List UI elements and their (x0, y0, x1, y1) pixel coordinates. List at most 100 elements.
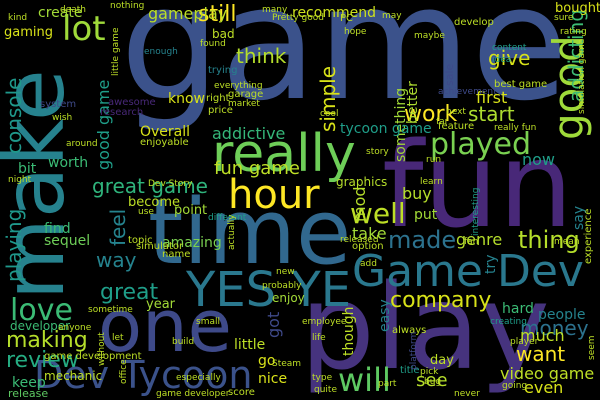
cloud-word: far (436, 117, 449, 127)
cloud-word: night (8, 175, 32, 185)
cloud-word: platform (409, 331, 419, 370)
cloud-word: awesome (108, 97, 156, 108)
cloud-word: develop (454, 17, 494, 28)
cloud-word: see (416, 370, 448, 391)
cloud-word: give (488, 46, 531, 70)
cloud-word: Dev Tycoon (34, 353, 253, 397)
cloud-word: idea (492, 55, 512, 65)
cloud-word: nice (258, 371, 288, 387)
cloud-word: office (119, 359, 129, 384)
cloud-word: playing (2, 208, 26, 282)
cloud-word: gameplay (148, 4, 228, 23)
cloud-word: Steam (272, 359, 302, 369)
cloud-word: genre (456, 230, 503, 249)
cloud-word: fun (382, 116, 574, 254)
cloud-word: mechanic (44, 369, 103, 383)
cloud-word: better (405, 81, 421, 124)
cloud-word: put (414, 207, 438, 223)
cloud-word: sale (443, 63, 456, 86)
cloud-word: run (426, 155, 442, 165)
cloud-word: employee (302, 317, 347, 327)
cloud-word: money (520, 316, 589, 340)
cloud-word: feel (106, 208, 130, 246)
cloud-word: time (148, 180, 352, 285)
cloud-word: fun game (214, 158, 300, 179)
cloud-word: think (236, 44, 287, 68)
cloud-word: point (174, 203, 208, 218)
cloud-word: company (390, 288, 492, 313)
cloud-word: life (312, 333, 326, 343)
cloud-word: mod (350, 186, 369, 222)
cloud-word: different (208, 213, 247, 223)
cloud-word: option (352, 241, 384, 252)
cloud-word: garage (228, 89, 264, 100)
cloud-word: achievement (438, 87, 497, 97)
cloud-word: thing (518, 226, 580, 254)
cloud-word: build (172, 337, 195, 347)
cloud-word: hour (228, 172, 320, 218)
cloud-word: developer (10, 319, 71, 333)
cloud-word: people (538, 307, 586, 323)
cloud-word: found (200, 39, 226, 49)
cloud-word: game developer (156, 389, 230, 399)
cloud-word: title (400, 365, 420, 376)
cloud-word: released (340, 235, 379, 245)
cloud-word: seem (587, 335, 597, 360)
cloud-word: review (6, 348, 79, 373)
cloud-word: death (60, 5, 86, 15)
cloud-word: system (40, 99, 77, 110)
cloud-word: next (446, 107, 466, 117)
cloud-word: player (510, 337, 539, 347)
cloud-word: go (258, 353, 276, 369)
cloud-word: lot (62, 9, 106, 49)
cloud-word: probably (262, 281, 302, 291)
cloud-word: use (138, 207, 154, 217)
cloud-word: rating (560, 27, 587, 37)
cloud-word: never (454, 389, 480, 399)
cloud-word: much (520, 326, 565, 345)
cloud-word: going (502, 381, 528, 391)
cloud-word: buy (402, 184, 432, 203)
cloud-word: experience (583, 208, 594, 264)
cloud-word: really (212, 124, 356, 184)
cloud-word: bug (424, 377, 442, 387)
cloud-word: hard (502, 301, 534, 317)
cloud-word: bad (212, 27, 235, 41)
cloud-word: quite (314, 385, 337, 395)
cloud-word: interesting (471, 187, 481, 236)
cloud-word: feature (438, 121, 475, 132)
cloud-word: graphics (336, 175, 388, 189)
cloud-word: release (8, 387, 49, 400)
cloud-word: know (168, 91, 205, 107)
cloud-word: topic (128, 235, 153, 246)
cloud-word: take (352, 224, 387, 243)
cloud-word: love (10, 293, 73, 328)
cloud-word: let (112, 333, 124, 343)
cloud-word: simulator (136, 241, 184, 252)
cloud-word: first (476, 88, 508, 107)
cloud-word: work (404, 102, 458, 127)
cloud-word: bought (555, 1, 600, 16)
cloud-word: add (360, 259, 377, 269)
cloud-word: making (6, 328, 88, 353)
cloud-word: tycoon game (340, 121, 432, 137)
cloud-word: keep (12, 375, 46, 391)
cloud-word: without (97, 332, 107, 366)
cloud-word: always (392, 325, 427, 336)
cloud-word: well (350, 197, 406, 230)
cloud-word: learn (420, 177, 443, 187)
cloud-word: score (228, 387, 255, 398)
cloud-word: YES YE (186, 262, 352, 318)
cloud-word: sometime (88, 305, 133, 315)
cloud-word: played (430, 127, 532, 162)
cloud-word: simple (316, 65, 340, 132)
cloud-word: right (206, 93, 230, 104)
cloud-word: fan (464, 237, 479, 247)
cloud-word: one (98, 284, 232, 368)
cloud-word: many (262, 5, 288, 15)
cloud-word: even (524, 378, 564, 397)
cloud-word: sequel (44, 233, 91, 249)
cloud-word: small (196, 317, 220, 327)
cloud-word: gaming (4, 25, 53, 40)
